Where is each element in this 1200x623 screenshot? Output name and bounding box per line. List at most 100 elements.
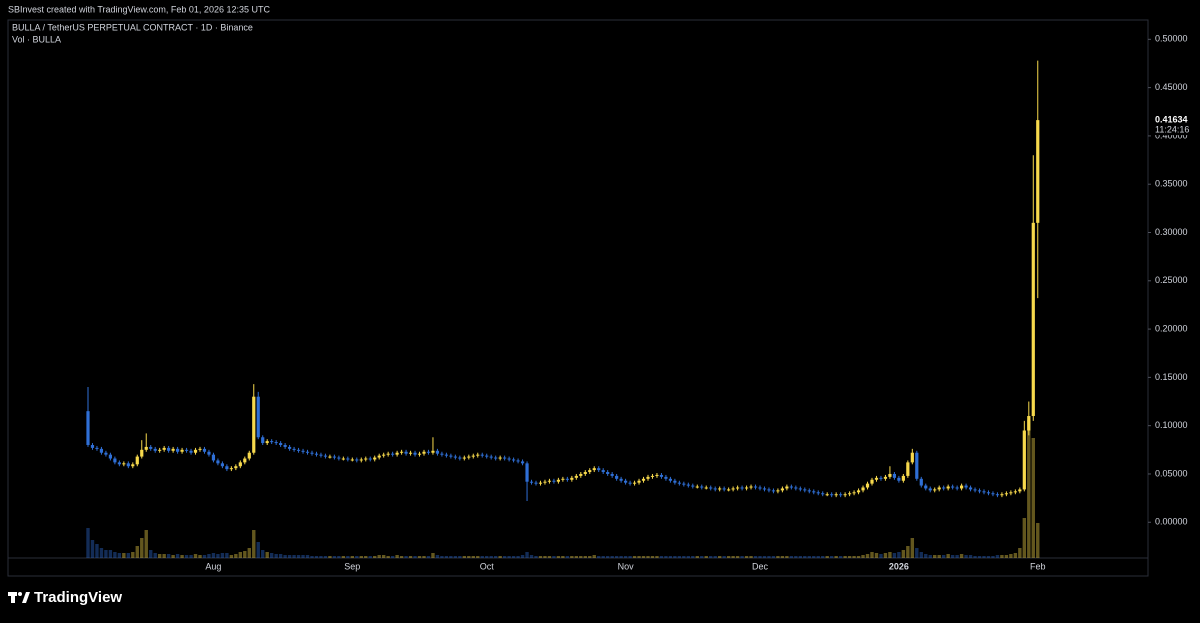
volume-bar — [126, 553, 131, 558]
volume-bar — [637, 556, 641, 558]
volume-bar — [856, 556, 861, 558]
volume-bar — [1004, 555, 1009, 558]
volume-bar — [959, 554, 964, 558]
volume-bar — [399, 556, 404, 558]
candle-body — [709, 487, 713, 489]
x-tick-label: Oct — [480, 561, 495, 571]
volume-bar — [543, 556, 547, 558]
volume-bar — [700, 556, 704, 558]
candle-body — [606, 472, 610, 474]
volume-bar — [328, 556, 332, 558]
volume-bar — [149, 550, 153, 558]
volume-bar — [252, 530, 256, 558]
candle-body — [874, 477, 879, 480]
volume-bar — [691, 556, 695, 558]
candle-body — [843, 494, 847, 496]
candle-body — [176, 448, 180, 452]
volume-bar — [453, 556, 458, 558]
volume-bar — [153, 553, 157, 558]
volume-bar — [386, 556, 390, 558]
volume-bar — [225, 553, 229, 558]
candle-body — [247, 452, 251, 459]
candle-body — [650, 475, 655, 477]
volume-bar — [1009, 554, 1013, 558]
candle-body — [740, 487, 744, 489]
volume-bar — [695, 556, 699, 558]
volume-bar — [301, 555, 305, 558]
candle-body — [1036, 120, 1040, 223]
candle-body — [1000, 494, 1004, 496]
volume-bar — [870, 552, 874, 558]
brand: TradingView — [34, 589, 122, 606]
volume-bar — [364, 556, 368, 558]
candle-body — [919, 478, 923, 486]
volume-bar — [968, 555, 973, 558]
volume-bar — [287, 555, 292, 558]
y-tick-label: 0.35000 — [1155, 179, 1188, 189]
candle-body — [704, 487, 708, 489]
candle-body — [314, 453, 319, 455]
volume-bar — [476, 556, 480, 558]
volume-bar — [337, 556, 341, 558]
volume-bar — [180, 555, 184, 558]
candle-body — [628, 482, 632, 484]
volume-bar — [991, 556, 995, 558]
countdown: 11:24:16 — [1155, 124, 1189, 134]
volume-bar — [861, 555, 865, 558]
candle-body — [646, 476, 650, 479]
volume-bar — [346, 556, 350, 558]
volume-bar — [422, 556, 426, 558]
volume-bar — [803, 556, 807, 558]
candle-body — [382, 454, 386, 456]
x-tick-label: Dec — [752, 561, 769, 571]
volume-bar — [704, 556, 708, 558]
candle-body — [323, 455, 328, 457]
candle-body — [305, 451, 310, 453]
volume-bar — [655, 556, 659, 558]
candle-body — [561, 478, 565, 480]
candle-body — [332, 456, 336, 458]
candle-body — [529, 481, 534, 483]
candle-body — [637, 480, 641, 483]
candle-body — [834, 494, 838, 496]
candle-body — [601, 470, 605, 473]
candle-body — [830, 494, 834, 496]
candle-body — [789, 486, 793, 488]
candle-body — [140, 449, 144, 457]
volume-bar — [834, 556, 838, 558]
volume-bar — [1027, 420, 1031, 558]
volume-bar — [977, 556, 982, 558]
volume-bar — [906, 546, 910, 558]
candle-body — [462, 457, 466, 459]
candle-body — [292, 448, 296, 450]
volume-bar — [261, 550, 265, 558]
candle-body — [780, 488, 784, 491]
volume-bar — [919, 552, 923, 558]
y-tick-label: 0.00000 — [1155, 517, 1188, 527]
candle-body — [485, 455, 489, 457]
candle-body — [404, 451, 408, 454]
candle-body — [435, 450, 440, 454]
volume-bar — [485, 556, 489, 558]
candle-body — [744, 487, 749, 489]
candles — [86, 60, 1040, 502]
candle-body — [552, 480, 556, 482]
volume-bar — [924, 554, 928, 558]
candle-body — [736, 487, 740, 489]
candle-body — [960, 485, 964, 489]
volume-bar — [408, 556, 413, 558]
volume-bar — [897, 552, 901, 558]
volume-bar — [122, 553, 126, 558]
candle-body — [108, 454, 112, 459]
volume-bar — [220, 553, 225, 558]
volume-bar — [256, 542, 260, 558]
candle-body — [458, 457, 462, 459]
y-tick-label: 0.50000 — [1155, 34, 1188, 44]
volume-bar — [807, 556, 811, 558]
candle-body — [892, 473, 896, 478]
volume-bar — [332, 556, 337, 558]
volume-bar — [467, 556, 471, 558]
volume-bar — [1031, 438, 1035, 558]
volume-bar — [659, 556, 664, 558]
